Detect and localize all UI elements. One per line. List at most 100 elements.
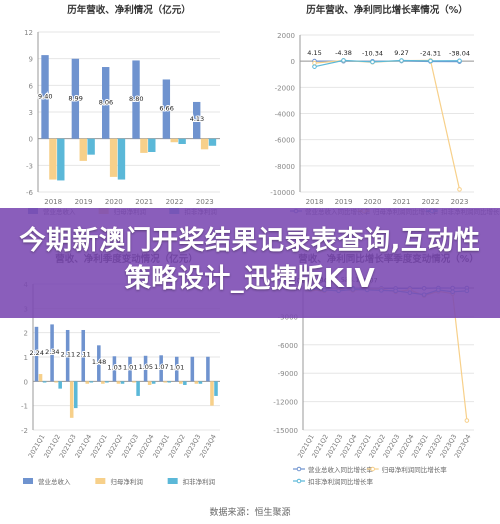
x-tick-label: 2019	[75, 198, 93, 206]
data-point	[428, 58, 433, 64]
data-point	[457, 187, 462, 192]
data-label: 4.15	[307, 49, 321, 57]
y-tick-label: -12000	[273, 399, 298, 407]
bar	[190, 356, 195, 382]
bar	[112, 356, 117, 382]
x-tick-label: 2023	[451, 198, 469, 206]
chart-title: 历年营收、净利同比增长率情况（%）	[306, 4, 468, 16]
bar	[73, 381, 78, 409]
y-tick-label: -1	[21, 403, 28, 411]
bar	[140, 138, 148, 153]
data-point	[464, 418, 470, 423]
series-line	[314, 59, 461, 190]
legend-label: 归母净利润	[110, 477, 143, 486]
data-label: 8.06	[99, 98, 113, 106]
legend-marker	[370, 466, 376, 472]
x-tick-label: 2020	[105, 198, 123, 206]
y-tick-label: -9000	[278, 370, 298, 378]
x-tick-label: 2021	[393, 198, 411, 206]
bar	[38, 374, 43, 382]
bar	[198, 381, 203, 384]
legend-marker	[296, 478, 302, 484]
data-label: 8.80	[129, 95, 143, 103]
bar	[89, 381, 94, 383]
bar	[117, 138, 126, 180]
bar	[159, 355, 163, 382]
bar	[194, 381, 199, 384]
data-point	[370, 59, 375, 65]
data-point	[341, 58, 346, 63]
bar	[163, 381, 167, 383]
y-tick-label: -6000	[275, 137, 295, 145]
bar	[81, 329, 86, 382]
data-label: 9.40	[38, 93, 52, 101]
bar	[71, 58, 80, 139]
bar	[65, 329, 70, 382]
bar	[132, 60, 140, 139]
data-label: -24.31	[420, 49, 441, 57]
bar	[85, 381, 90, 384]
x-tick-label: 2022	[422, 198, 440, 206]
x-tick-label: 2021	[135, 198, 153, 206]
y-tick-label: -4000	[275, 111, 295, 119]
y-tick-label: 0	[29, 136, 33, 144]
chart-title: 历年营收、净利情况（亿元）	[67, 4, 191, 16]
legend-label: 扣非净利润同比增长率	[308, 477, 374, 486]
bar	[147, 381, 152, 385]
data-label: -10.34	[362, 49, 383, 57]
bar	[50, 324, 54, 382]
x-tick-label: 2018	[306, 198, 324, 206]
bar	[206, 356, 210, 382]
x-tick-label: 2023	[196, 198, 214, 206]
bar	[151, 381, 156, 384]
y-tick-label: -2000	[275, 84, 295, 92]
legend-marker	[296, 466, 302, 472]
y-tick-label: 0	[291, 58, 295, 66]
data-label: 1.48	[92, 358, 106, 366]
data-label: 2.24	[29, 349, 43, 357]
y-tick-label: 6	[29, 82, 34, 90]
bar	[200, 138, 209, 150]
y-tick-label: -10000	[270, 189, 295, 197]
y-tick-label: 2	[24, 330, 28, 338]
y-tick-label: 2000	[277, 32, 295, 40]
bar	[69, 381, 74, 418]
bar	[101, 381, 105, 384]
bar	[128, 356, 132, 382]
data-label: 9.27	[394, 49, 408, 57]
bar	[42, 381, 47, 383]
bar	[49, 138, 57, 180]
y-tick-label: -6000	[278, 342, 298, 350]
bar	[143, 355, 148, 382]
bar	[97, 345, 101, 382]
bar	[208, 138, 217, 146]
bar	[214, 381, 218, 396]
data-point	[312, 64, 317, 69]
y-tick-label: 3	[29, 109, 33, 117]
data-label: 1.03	[107, 363, 121, 371]
y-tick-label: -6	[26, 189, 34, 197]
y-tick-label: -15000	[273, 427, 298, 435]
bar	[79, 138, 87, 161]
bar	[102, 67, 110, 139]
legend-label: 营业总收入同比增长率	[308, 465, 374, 474]
bar	[170, 138, 178, 143]
bar	[162, 79, 171, 139]
bar	[183, 381, 187, 385]
y-tick-label: -2	[21, 427, 28, 435]
bar	[148, 138, 156, 152]
data-label: 2.11	[61, 351, 75, 359]
x-tick-label: 2020	[364, 198, 382, 206]
legend-label: 营业总收入	[38, 477, 71, 486]
legend-swatch	[23, 478, 33, 484]
legend-swatch	[95, 478, 106, 484]
data-source: 数据来源：恒生聚源	[209, 508, 291, 518]
data-point	[399, 58, 404, 63]
bar	[54, 381, 58, 383]
bar	[58, 381, 62, 389]
data-label: 1.05	[139, 363, 153, 371]
y-tick-label: 1	[24, 354, 28, 362]
banner-text: 今期新澳门开奖结果记录表查询,互动性策略设计_迅捷版KIV	[19, 226, 481, 294]
data-label: -38.04	[449, 50, 470, 58]
bar	[179, 381, 183, 384]
